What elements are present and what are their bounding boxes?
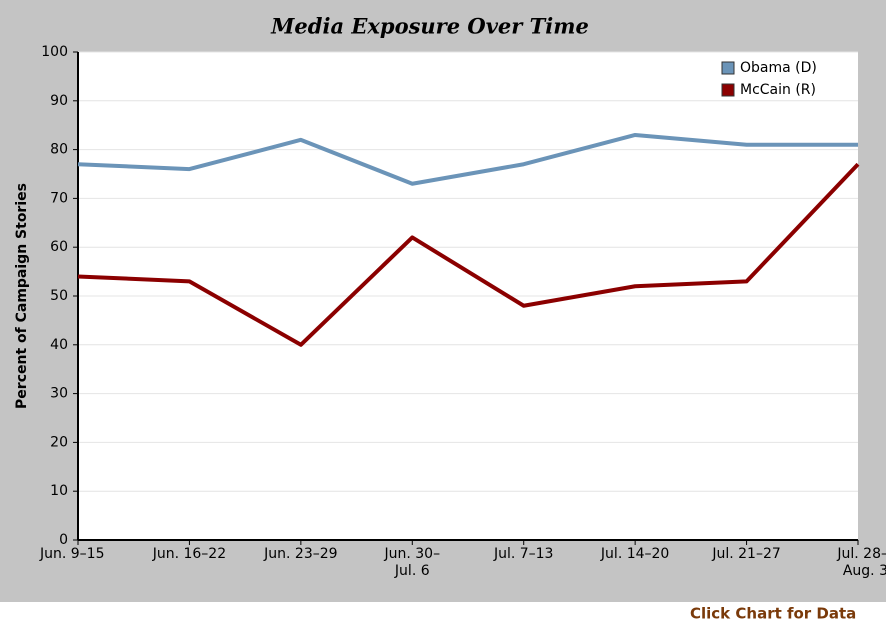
x-tick-label: Jun. 9–15 <box>39 546 105 562</box>
y-tick-label: 10 <box>50 483 68 499</box>
data-link[interactable]: Click Chart for Data <box>690 605 856 623</box>
y-tick-label: 20 <box>50 434 68 450</box>
x-tick-label: Jun. 16–22 <box>152 546 226 562</box>
y-tick-label: 0 <box>59 532 68 548</box>
x-tick-label: Jun. 30– Jul. 6 <box>383 546 440 579</box>
legend-swatch <box>721 83 735 97</box>
x-tick-label: Jul. 7–13 <box>493 546 554 562</box>
y-tick-label: 30 <box>50 386 68 402</box>
x-tick-label: Jul. 14–20 <box>600 546 669 562</box>
x-tick-label: Jul. 21–27 <box>711 546 780 562</box>
y-tick-label: 70 <box>50 190 68 206</box>
x-tick-label: Jun. 23–29 <box>263 546 337 562</box>
x-tick-label: Jul. 28– Aug. 3 <box>836 546 886 579</box>
y-tick-label: 40 <box>50 337 68 353</box>
legend-label: McCain (R) <box>740 82 816 98</box>
series-line <box>77 162 860 347</box>
y-tick-label: 80 <box>50 142 68 158</box>
y-axis-label: Percent of Campaign Stories <box>14 183 30 409</box>
y-tick-label: 90 <box>50 93 68 109</box>
y-tick-label: 60 <box>50 239 68 255</box>
legend-swatch <box>721 61 735 75</box>
chart-title: Media Exposure Over Time <box>270 14 589 39</box>
y-tick-label: 50 <box>50 288 68 304</box>
series-line <box>77 132 858 186</box>
legend-label: Obama (D) <box>740 60 817 76</box>
y-tick-label: 100 <box>41 44 68 60</box>
